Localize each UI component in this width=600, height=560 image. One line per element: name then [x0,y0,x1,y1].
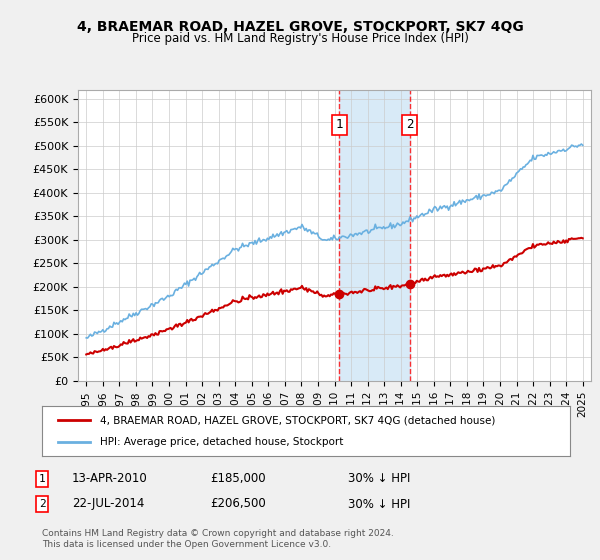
Text: 30% ↓ HPI: 30% ↓ HPI [348,472,410,486]
Text: 2: 2 [406,118,413,132]
Text: 1: 1 [335,118,343,132]
Text: 30% ↓ HPI: 30% ↓ HPI [348,497,410,511]
Text: 1: 1 [38,474,46,484]
Text: Contains HM Land Registry data © Crown copyright and database right 2024.
This d: Contains HM Land Registry data © Crown c… [42,529,394,549]
Text: HPI: Average price, detached house, Stockport: HPI: Average price, detached house, Stoc… [100,437,343,447]
Text: 2: 2 [38,499,46,509]
Text: £185,000: £185,000 [210,472,266,486]
Text: 13-APR-2010: 13-APR-2010 [72,472,148,486]
Text: 4, BRAEMAR ROAD, HAZEL GROVE, STOCKPORT, SK7 4QG: 4, BRAEMAR ROAD, HAZEL GROVE, STOCKPORT,… [77,20,523,34]
Text: Price paid vs. HM Land Registry's House Price Index (HPI): Price paid vs. HM Land Registry's House … [131,32,469,45]
Bar [339,90,410,381]
Text: 22-JUL-2014: 22-JUL-2014 [72,497,145,511]
Text: £206,500: £206,500 [210,497,266,511]
Text: 4, BRAEMAR ROAD, HAZEL GROVE, STOCKPORT, SK7 4QG (detached house): 4, BRAEMAR ROAD, HAZEL GROVE, STOCKPORT,… [100,415,496,425]
